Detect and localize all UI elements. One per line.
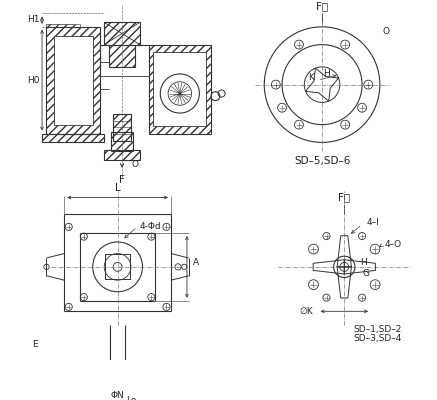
Bar xyxy=(113,114,131,141)
Text: SD–1,SD–2: SD–1,SD–2 xyxy=(353,325,402,334)
Text: H: H xyxy=(360,258,367,267)
Text: SD–3,SD–4: SD–3,SD–4 xyxy=(353,334,402,342)
Bar xyxy=(42,134,104,142)
Text: H0: H0 xyxy=(27,76,39,85)
Bar xyxy=(109,45,135,67)
Text: SD–5,SD–6: SD–5,SD–6 xyxy=(294,156,350,166)
Text: 4-Φd: 4-Φd xyxy=(140,222,161,231)
Bar xyxy=(149,45,211,134)
Text: 4–O: 4–O xyxy=(384,240,402,249)
Bar xyxy=(104,22,140,45)
Text: L: L xyxy=(115,183,121,193)
Bar xyxy=(46,24,73,44)
Bar xyxy=(54,36,93,125)
Bar xyxy=(111,132,133,151)
Bar xyxy=(38,12,215,176)
Text: ∅K: ∅K xyxy=(299,307,313,316)
Bar xyxy=(46,27,100,134)
Text: O: O xyxy=(382,27,389,36)
Bar xyxy=(46,24,80,69)
Bar xyxy=(153,52,207,126)
Text: A: A xyxy=(193,258,199,267)
Text: O: O xyxy=(132,160,139,169)
Text: H: H xyxy=(323,70,330,78)
Text: G: G xyxy=(362,270,369,278)
Text: H1: H1 xyxy=(27,15,39,24)
Text: F向: F向 xyxy=(338,192,350,202)
Text: K: K xyxy=(309,73,314,82)
Text: Lo: Lo xyxy=(126,396,136,400)
Text: F: F xyxy=(119,175,125,185)
Text: F向: F向 xyxy=(316,1,328,11)
Text: 4–l: 4–l xyxy=(367,218,379,227)
Bar xyxy=(104,150,140,160)
Text: ΦN: ΦN xyxy=(111,391,125,400)
Text: E: E xyxy=(32,340,38,349)
